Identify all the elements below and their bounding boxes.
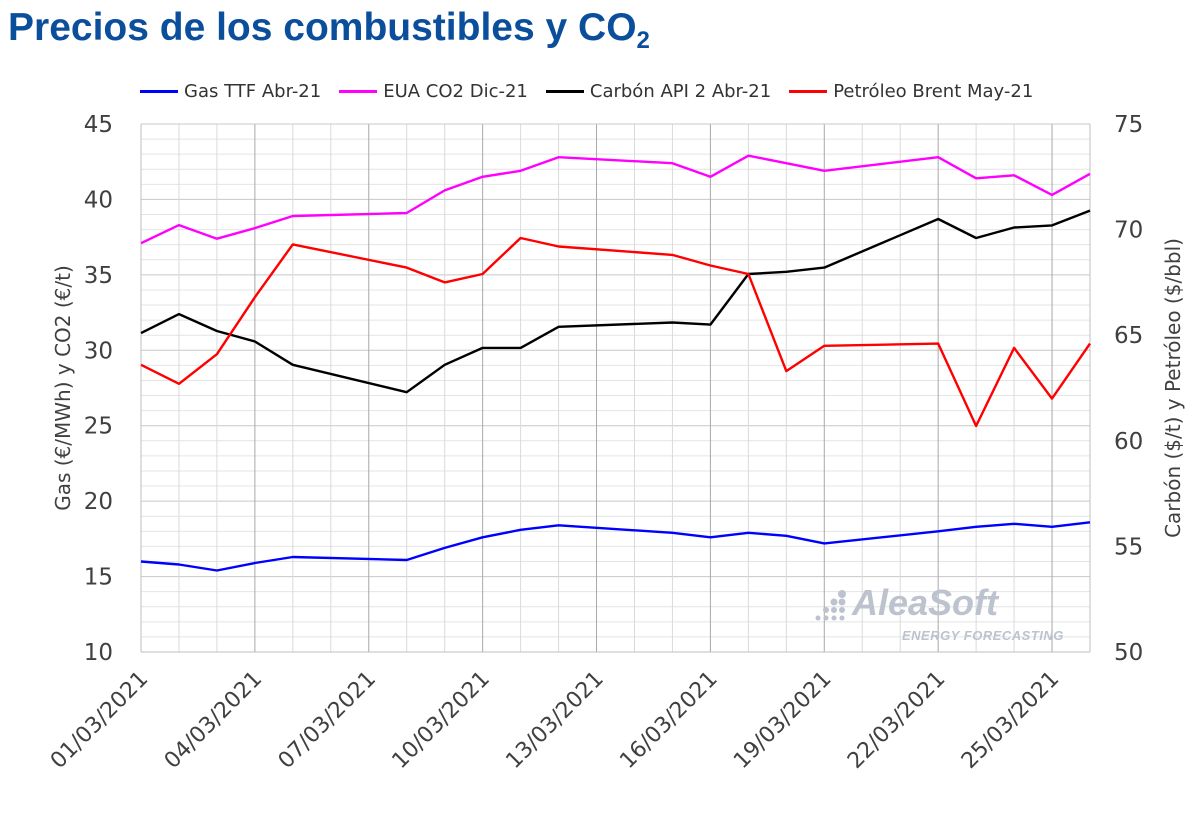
legend-swatch	[789, 89, 828, 93]
series-line-4	[140, 236, 1091, 428]
y-left-tick-label: 25	[84, 414, 113, 440]
legend-item: Carbón API 2 Abr-21	[545, 80, 772, 102]
chart-title-subscript: 2	[636, 27, 650, 54]
series-line-1	[140, 521, 1091, 572]
x-tick-label: 07/03/2021	[274, 667, 381, 774]
x-tick-label: 04/03/2021	[160, 667, 267, 774]
x-tick-label: 10/03/2021	[388, 667, 495, 774]
x-tick-label: 19/03/2021	[729, 667, 836, 774]
legend-label: EUA CO2 Dic-21	[383, 80, 528, 102]
y-left-tick-label: 20	[84, 489, 113, 515]
series-line-2	[140, 154, 1091, 245]
legend-swatch	[339, 89, 378, 93]
chart-title: Precios de los combustibles y CO2	[8, 6, 650, 54]
y-right-tick-label: 60	[1114, 429, 1143, 455]
legend-item: Petróleo Brent May-21	[789, 81, 1033, 102]
y-left-axis-title: Gas (€/MWh) y CO2 (€/t)	[51, 265, 75, 511]
legend-swatch	[140, 89, 178, 93]
logo-dots-icon	[815, 590, 846, 621]
y-left-tick-label: 30	[84, 338, 113, 364]
y-right-tick-label: 65	[1114, 323, 1143, 349]
legend-item: Gas TTF Abr-21	[140, 81, 321, 102]
legend-swatch	[545, 89, 584, 93]
y-left-tick-label: 45	[84, 112, 113, 138]
legend-label: Gas TTF Abr-21	[184, 80, 322, 102]
series-line-3	[140, 209, 1091, 394]
chart-legend: Gas TTF Abr-21 EUA CO2 Dic-21 Carbón API 2…	[140, 80, 1051, 102]
legend-label: Petróleo Brent May-21	[833, 80, 1034, 102]
legend-label: Carbón API 2 Abr-21	[589, 80, 772, 102]
y-right-tick-label: 50	[1114, 640, 1143, 666]
x-tick-label: 13/03/2021	[501, 667, 608, 774]
y-left-tick-label: 10	[84, 640, 113, 666]
y-right-tick-label: 75	[1114, 112, 1143, 138]
legend-item: EUA CO2 Dic-21	[339, 81, 528, 102]
x-tick-label: 22/03/2021	[843, 667, 950, 774]
y-left-tick-label: 35	[84, 263, 113, 289]
logo-name: AleaSoft	[852, 582, 999, 623]
x-tick-label: 25/03/2021	[957, 667, 1064, 774]
x-tick-label: 16/03/2021	[615, 667, 722, 774]
y-right-axis-title: Carbón ($/t) y Petróleo ($/bbl)	[1161, 238, 1185, 538]
logo-tagline: ENERGY FORECASTING	[902, 628, 1064, 643]
x-tick-label: 01/03/2021	[46, 667, 153, 774]
y-right-tick-label: 55	[1114, 534, 1143, 560]
y-left-tick-label: 40	[84, 187, 113, 213]
y-left-tick-label: 15	[84, 565, 113, 591]
y-right-tick-label: 70	[1114, 218, 1143, 244]
